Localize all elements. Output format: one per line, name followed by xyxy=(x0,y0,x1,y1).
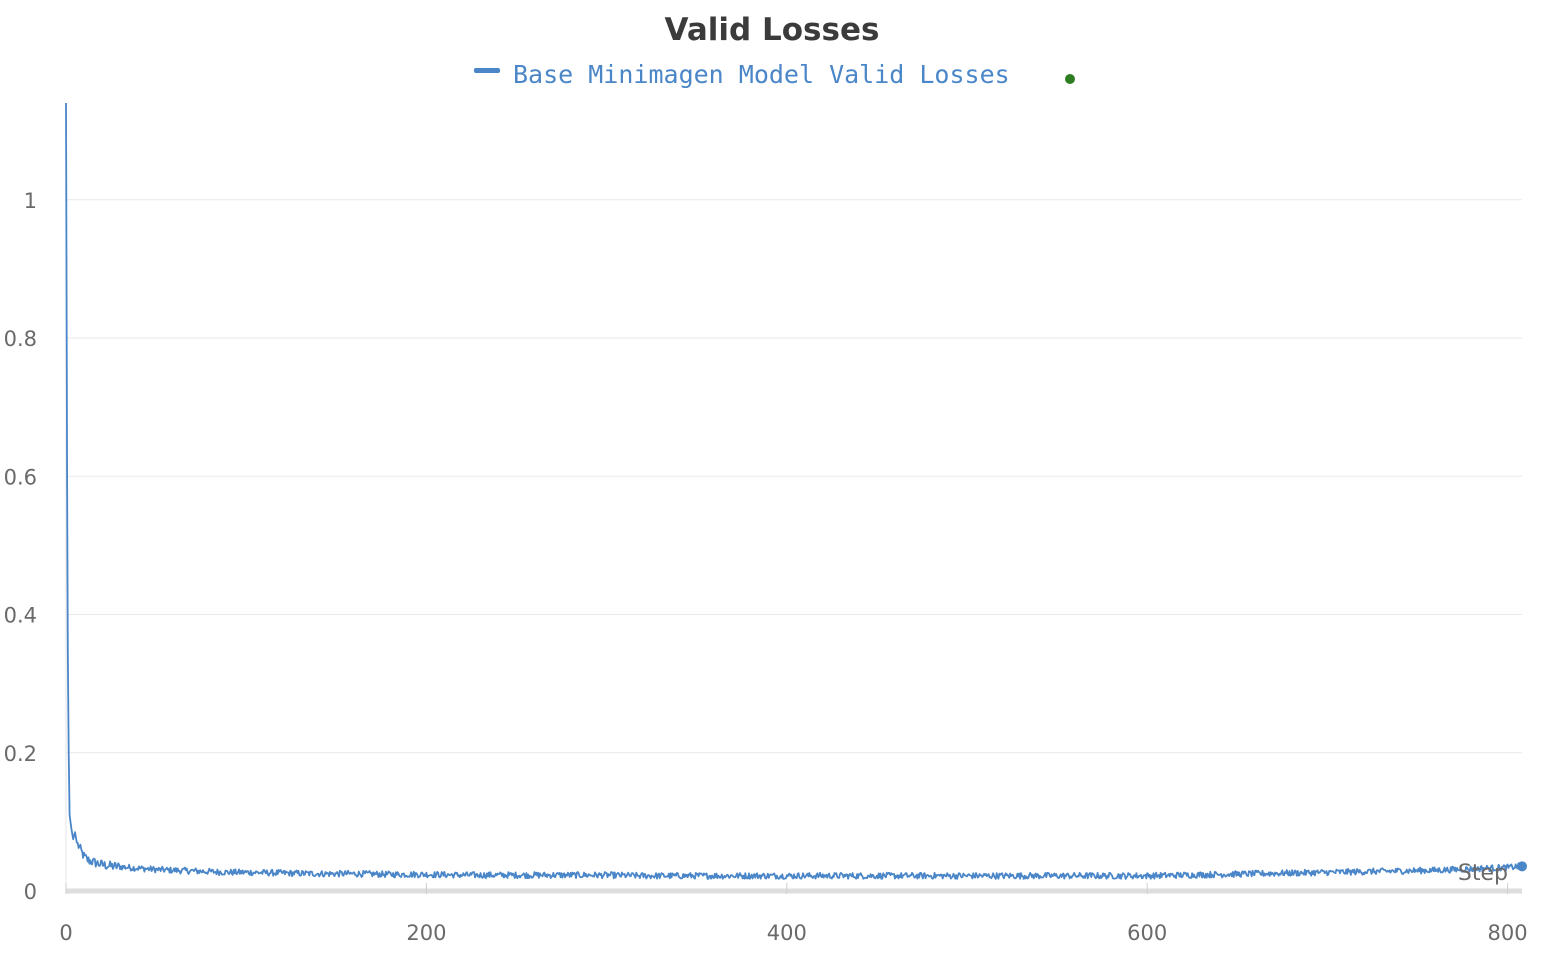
x-tick-label: 400 xyxy=(767,921,807,945)
x-axis-ticks: 0 200 400 600 800 xyxy=(59,883,1528,945)
y-tick-label: 0.2 xyxy=(4,742,37,766)
x-axis-label: Step xyxy=(1458,861,1508,886)
y-axis-ticks: 0 0.2 0.4 0.6 0.8 1 xyxy=(4,189,37,904)
x-tick-label: 0 xyxy=(59,921,72,945)
legend-label: Base Minimagen Model Valid Losses xyxy=(513,60,1010,89)
y-tick-label: 0.4 xyxy=(4,604,37,628)
x-tick-label: 600 xyxy=(1127,921,1167,945)
y-tick-label: 0 xyxy=(24,880,37,904)
axes xyxy=(65,103,1522,894)
y-tick-label: 0.8 xyxy=(4,327,37,351)
grid xyxy=(66,199,1522,754)
chart-title: Valid Losses xyxy=(665,12,880,48)
y-tick-label: 1 xyxy=(24,189,37,213)
legend[interactable]: Base Minimagen Model Valid Losses xyxy=(474,60,1075,89)
x-tick-label: 800 xyxy=(1488,921,1528,945)
series-endpoint xyxy=(1517,861,1527,872)
y-tick-label: 0.6 xyxy=(4,465,37,489)
x-tick-label: 200 xyxy=(406,921,446,945)
series-line xyxy=(65,102,1523,880)
series-group xyxy=(65,102,1527,880)
legend-status-dot xyxy=(1065,74,1075,84)
legend-swatch xyxy=(474,68,500,73)
